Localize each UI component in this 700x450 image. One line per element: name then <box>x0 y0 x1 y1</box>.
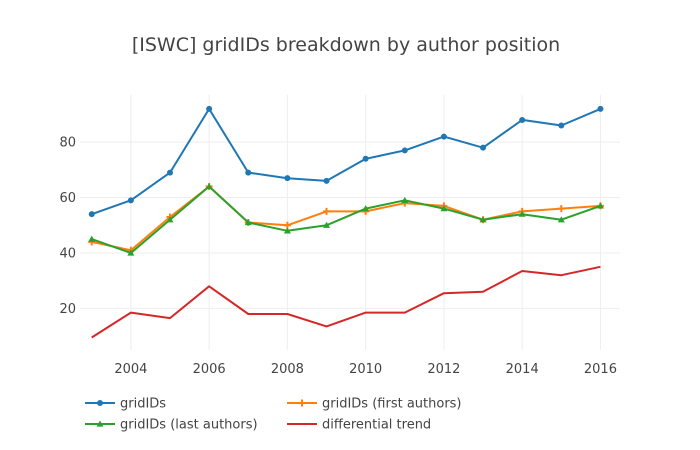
data-point <box>557 205 565 213</box>
series-line <box>91 265 601 339</box>
y-tick-label: 40 <box>59 246 76 261</box>
data-point <box>284 175 291 182</box>
data-point <box>127 249 135 256</box>
data-point <box>283 227 291 234</box>
x-tick-label: 2004 <box>114 362 147 377</box>
data-point <box>479 216 487 223</box>
legend-label: gridIDs <box>120 397 166 412</box>
data-point <box>519 116 526 123</box>
legend-label: gridIDs (first authors) <box>322 397 462 412</box>
data-point <box>323 177 330 184</box>
series-3 <box>91 265 601 339</box>
data-point <box>401 147 408 154</box>
series-2 <box>88 182 604 256</box>
legend-label: gridIDs (last authors) <box>120 418 258 433</box>
data-point <box>440 133 447 140</box>
y-tick-label: 20 <box>59 302 76 317</box>
data-point <box>244 219 252 226</box>
data-point <box>206 105 213 112</box>
gridlines <box>80 95 620 350</box>
data-point <box>88 211 95 218</box>
data-point <box>323 207 331 215</box>
legend-item: gridIDs <box>85 397 166 412</box>
legend-item: gridIDs (first authors) <box>287 397 462 412</box>
series-lines <box>88 105 604 339</box>
data-point <box>362 205 370 212</box>
x-tick-label: 2010 <box>349 362 382 377</box>
series-1 <box>88 182 604 254</box>
series-line <box>91 107 601 216</box>
y-tick-label: 80 <box>59 136 76 151</box>
data-point <box>127 197 134 204</box>
data-point <box>557 216 565 223</box>
x-tick-label: 2014 <box>506 362 539 377</box>
y-tick-label: 60 <box>59 191 76 206</box>
legend-item: gridIDs (last authors) <box>85 418 258 433</box>
data-point <box>440 205 448 212</box>
series-0 <box>88 105 604 218</box>
legend-marker <box>96 420 104 427</box>
series-line <box>91 185 601 254</box>
data-point <box>480 144 487 151</box>
legend-item: differential trend <box>287 418 431 433</box>
data-point <box>597 105 604 112</box>
data-point <box>88 235 96 242</box>
x-axis-ticks: 2004 2006 2008 2010 2012 2014 2016 <box>114 362 617 377</box>
x-tick-label: 2012 <box>427 362 460 377</box>
series-line <box>91 185 601 252</box>
legend-label: differential trend <box>322 418 431 433</box>
legend-marker <box>298 399 306 407</box>
data-point <box>362 155 369 162</box>
data-point <box>401 196 409 203</box>
chart-title: [ISWC] gridIDs breakdown by author posit… <box>132 34 560 56</box>
data-point <box>205 182 213 190</box>
data-point <box>596 202 604 209</box>
y-axis-ticks: 20 40 60 80 <box>59 136 76 317</box>
legend-marker <box>97 400 103 406</box>
data-point <box>245 169 252 176</box>
x-tick-label: 2008 <box>271 362 304 377</box>
data-point <box>558 122 565 129</box>
data-point <box>323 221 331 228</box>
legend: gridIDs gridIDs (first authors) gridIDs (l… <box>85 397 462 433</box>
data-point <box>166 216 174 223</box>
data-point <box>167 169 173 176</box>
data-point <box>518 210 526 217</box>
x-tick-label: 2016 <box>584 362 617 377</box>
x-tick-label: 2006 <box>193 362 226 377</box>
